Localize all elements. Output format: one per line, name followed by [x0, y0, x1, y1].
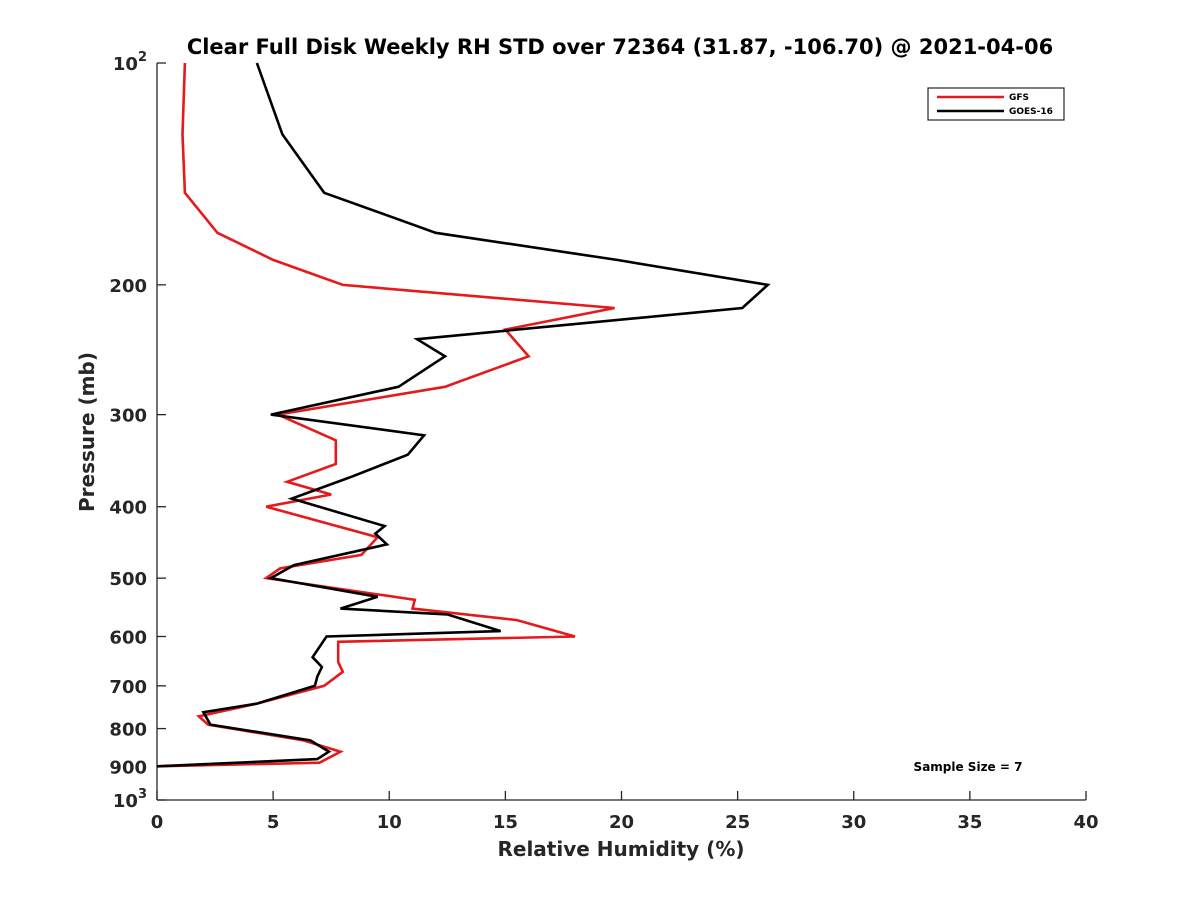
y-tick-label: 400 [109, 498, 147, 519]
x-tick-label: 30 [841, 812, 866, 833]
sample-size-annotation: Sample Size = 7 [914, 760, 1023, 774]
x-axis-ticks: 0 5 10 15 20 25 30 35 40 [151, 791, 1099, 833]
legend-label: GFS [1009, 93, 1029, 103]
y-tick-label: 500 [109, 569, 147, 590]
y-tick-label: 800 [109, 720, 147, 741]
y-tick-label: 200 [109, 276, 147, 297]
y-tick-label: 300 [109, 406, 147, 427]
y-axis-label: Pressure (mb) [75, 352, 99, 512]
y-tick-label: 103 [113, 787, 147, 812]
legend: GFS GOES-16 [927, 87, 1065, 121]
y-tick-label: 600 [109, 627, 147, 648]
x-tick-label: 0 [151, 812, 164, 833]
x-axis-label: Relative Humidity (%) [497, 837, 744, 861]
x-tick-label: 20 [609, 812, 634, 833]
y-tick-label: 700 [109, 677, 147, 698]
legend-box [927, 87, 1065, 121]
x-tick-label: 35 [957, 812, 982, 833]
series-line-goes-16 [156, 62, 771, 768]
x-tick-label: 25 [725, 812, 750, 833]
y-axis-ticks: 102 200 300 400 500 600 700 800 900 103 [109, 50, 166, 812]
series-lines [156, 62, 771, 768]
y-tick-label: 102 [113, 50, 147, 75]
legend-label: GOES-16 [1009, 107, 1053, 117]
y-tick-label: 900 [109, 757, 147, 778]
x-tick-label: 10 [377, 812, 402, 833]
x-tick-label: 40 [1073, 812, 1098, 833]
chart-title: Clear Full Disk Weekly RH STD over 72364… [187, 35, 1053, 59]
x-tick-label: 5 [267, 812, 280, 833]
x-tick-label: 15 [493, 812, 518, 833]
